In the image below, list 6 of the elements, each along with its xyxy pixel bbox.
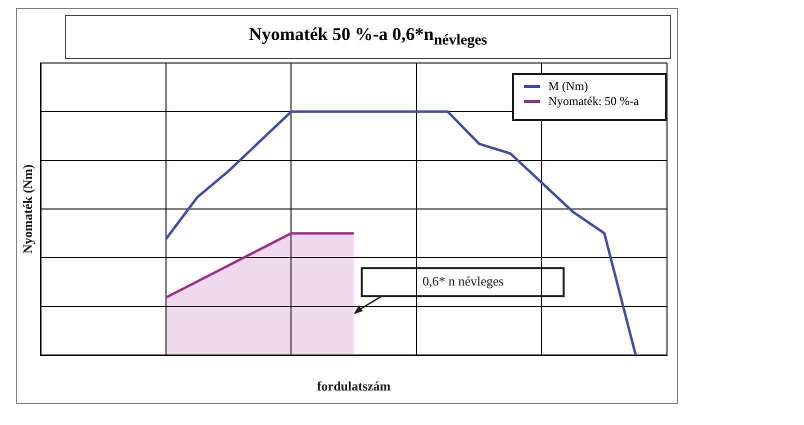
legend-label: Nyomaték: 50 %-a	[548, 94, 639, 109]
chart-title: Nyomaték 50 %-a 0,6*n$_{névleges}$	[65, 15, 671, 59]
x-axis-title: fordulatszám	[316, 378, 391, 394]
legend-label: M (Nm)	[548, 78, 588, 94]
y-axis-title: Nyomaték (Nm)	[20, 164, 36, 254]
annotation: 0,6* n névleges	[422, 273, 504, 288]
